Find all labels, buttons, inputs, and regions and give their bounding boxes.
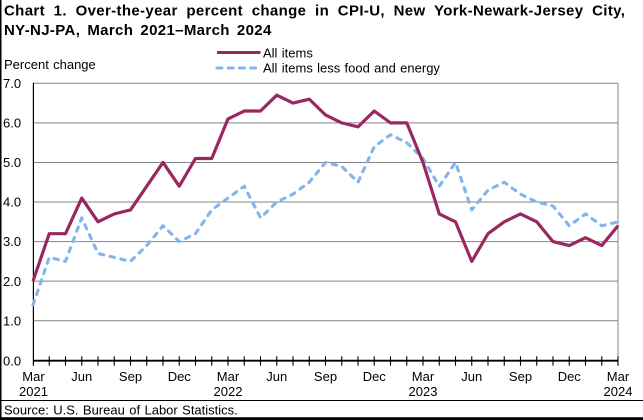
svg-text:0.0: 0.0 [3,354,21,369]
svg-text:Dec: Dec [558,369,582,384]
svg-text:2023: 2023 [409,384,438,399]
svg-text:Source: U.S. Bureau of Labor S: Source: U.S. Bureau of Labor Statistics. [4,403,238,418]
svg-text:Mar: Mar [412,369,435,384]
svg-text:7.0: 7.0 [3,76,21,91]
svg-text:Mar: Mar [22,369,45,384]
svg-text:Dec: Dec [363,369,387,384]
svg-text:6.0: 6.0 [3,116,21,131]
svg-text:2.0: 2.0 [3,274,21,289]
svg-text:NY-NJ-PA, March 2021–March 202: NY-NJ-PA, March 2021–March 2024 [4,22,272,39]
svg-text:1.0: 1.0 [3,313,21,328]
svg-text:Jun: Jun [461,369,482,384]
svg-text:Percent change: Percent change [4,57,96,72]
svg-text:Chart 1. Over-the-year percent: Chart 1. Over-the-year percent change in… [4,2,625,19]
svg-text:2021: 2021 [19,384,48,399]
svg-text:Mar: Mar [217,369,240,384]
svg-text:Jun: Jun [266,369,287,384]
svg-text:2024: 2024 [604,384,633,399]
svg-text:3.0: 3.0 [3,234,21,249]
svg-text:5.0: 5.0 [3,155,21,170]
svg-text:Mar: Mar [607,369,630,384]
svg-text:All items: All items [263,46,313,61]
svg-text:Sep: Sep [314,369,337,384]
svg-text:Dec: Dec [168,369,192,384]
svg-text:Sep: Sep [119,369,142,384]
svg-text:4.0: 4.0 [3,195,21,210]
svg-text:2022: 2022 [214,384,243,399]
svg-text:Jun: Jun [71,369,92,384]
svg-text:All items less food and energy: All items less food and energy [263,61,440,76]
svg-text:Sep: Sep [509,369,532,384]
